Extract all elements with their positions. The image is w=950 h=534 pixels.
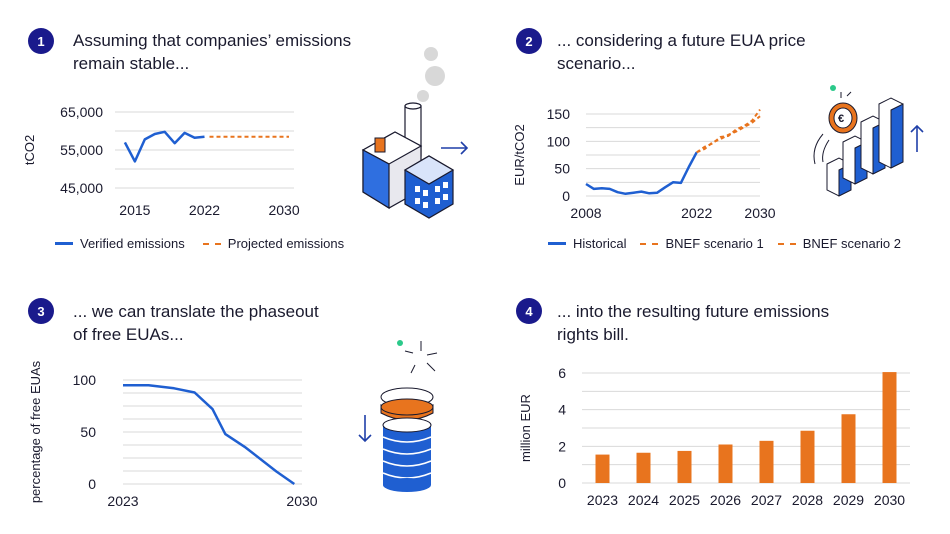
euro-coin-growth-icon: € <box>813 85 924 197</box>
panel-1-heading-line-2: remain stable... <box>73 54 190 73</box>
eua-price-line-chart: 0 50 100 150 2008 2022 2030 EUR/tCO2 <box>512 106 776 221</box>
step-badge-2: 2 <box>516 28 542 54</box>
chart-1-legend: Verified emissions Projected emissions <box>55 236 344 251</box>
legend-historical: Historical <box>548 236 626 251</box>
x-tick-label: 2025 <box>669 492 700 508</box>
panel-3-heading: ... we can translate the phaseout of fre… <box>73 300 319 346</box>
x-tick-label: 2030 <box>268 202 299 218</box>
panel-2-heading-line-2: scenario... <box>557 54 636 73</box>
x-tick-label: 2027 <box>751 492 782 508</box>
y-tick-label: 100 <box>547 133 571 149</box>
panel-4-heading-line-1: ... into the resulting future emissions <box>557 302 830 321</box>
step-badge-1: 1 <box>28 28 54 54</box>
series-line-0 <box>585 151 698 196</box>
x-tick-label: 2008 <box>570 205 601 221</box>
y-axis-label: million EUR <box>518 394 533 462</box>
legend-projected-label: Projected emissions <box>227 236 345 251</box>
legend-dashed-swatch <box>202 242 221 245</box>
panel-4-heading: ... into the resulting future emissions … <box>557 300 829 346</box>
bar-2026 <box>718 444 733 483</box>
x-tick-label: 2015 <box>119 202 150 218</box>
bar-2027 <box>759 440 774 483</box>
legend-dashed-swatch <box>777 242 796 245</box>
chart-2-legend: Historical BNEF scenario 1 BNEF scenario… <box>548 236 901 251</box>
y-tick-label: 100 <box>73 372 97 388</box>
series-line-0 <box>123 383 296 486</box>
svg-text:€: € <box>838 113 844 125</box>
legend-solid-swatch <box>548 242 566 245</box>
x-tick-label: 2030 <box>286 493 317 509</box>
series-line-2 <box>696 109 761 154</box>
y-axis-label: EUR/tCO2 <box>512 124 527 185</box>
panel-4-heading-line-2: rights bill. <box>557 325 629 344</box>
panel-2-heading: ... considering a future EUA price scena… <box>557 29 806 75</box>
legend-bnef2-label: BNEF scenario 2 <box>802 236 901 251</box>
x-tick-label: 2024 <box>628 492 659 508</box>
bar-2029 <box>841 414 856 483</box>
emissions-rights-bill-bar-chart: 0 2 4 6 million EUR 2023 2024 2025 2026 2027 2028 2… <box>518 365 910 508</box>
legend-bnef-scenario-2: BNEF scenario 2 <box>777 236 901 251</box>
emissions-line-chart: 45,000 55,000 65,000 2015 2022 2030 tCO2 <box>22 104 300 218</box>
x-tick-label: 2029 <box>833 492 864 508</box>
y-tick-label: 55,000 <box>60 142 103 158</box>
coin-stack-icon <box>358 340 438 492</box>
legend-bnef-scenario-1: BNEF scenario 1 <box>640 236 764 251</box>
y-tick-label: 6 <box>558 365 566 381</box>
legend-historical-label: Historical <box>573 236 627 251</box>
bar-2024 <box>636 452 651 483</box>
x-tick-label: 2028 <box>792 492 823 508</box>
y-tick-label: 50 <box>554 161 570 177</box>
y-tick-label: 45,000 <box>60 180 103 196</box>
y-axis-label: percentage of free EUAs <box>28 360 43 503</box>
bar-2028 <box>800 430 815 483</box>
y-tick-label: 150 <box>547 106 571 122</box>
step-badge-4: 4 <box>516 298 542 324</box>
x-tick-label: 2030 <box>874 492 905 508</box>
y-tick-label: 50 <box>80 424 96 440</box>
x-tick-label: 2022 <box>189 202 220 218</box>
y-tick-label: 4 <box>558 402 566 418</box>
legend-verified-emissions: Verified emissions <box>55 236 185 251</box>
bar-2030 <box>882 372 897 483</box>
x-tick-label: 2023 <box>587 492 618 508</box>
legend-bnef1-label: BNEF scenario 1 <box>665 236 764 251</box>
panel-3-heading-line-1: ... we can translate the phaseout <box>73 302 319 321</box>
bar-2025 <box>677 450 692 483</box>
x-tick-label: 2022 <box>681 205 712 221</box>
y-tick-label: 0 <box>558 475 566 491</box>
y-tick-label: 0 <box>562 188 570 204</box>
step-badge-3: 3 <box>28 298 54 324</box>
bar-2023 <box>595 454 610 483</box>
x-tick-label: 2030 <box>744 205 775 221</box>
free-eua-phaseout-chart: 0 50 100 2023 2030 percentage of free EUAs <box>28 360 318 509</box>
series-line-0 <box>123 130 205 163</box>
legend-verified-label: Verified emissions <box>80 236 185 251</box>
panel-2-heading-line-1: ... considering a future EUA price <box>557 31 806 50</box>
y-tick-label: 65,000 <box>60 104 103 120</box>
panel-1-heading-line-1: Assuming that companies’ emissions <box>73 31 352 50</box>
y-tick-label: 2 <box>558 438 566 454</box>
x-tick-label: 2023 <box>107 493 138 509</box>
factory-icon <box>361 47 469 219</box>
legend-solid-swatch <box>55 242 73 245</box>
panel-1-heading: Assuming that companies’ emissions remai… <box>73 29 351 75</box>
x-tick-label: 2026 <box>710 492 741 508</box>
legend-projected-emissions: Projected emissions <box>202 236 345 251</box>
y-axis-label: tCO2 <box>22 135 37 165</box>
legend-dashed-swatch <box>640 242 659 245</box>
panel-3-heading-line-2: of free EUAs... <box>73 325 184 344</box>
y-tick-label: 0 <box>88 476 96 492</box>
